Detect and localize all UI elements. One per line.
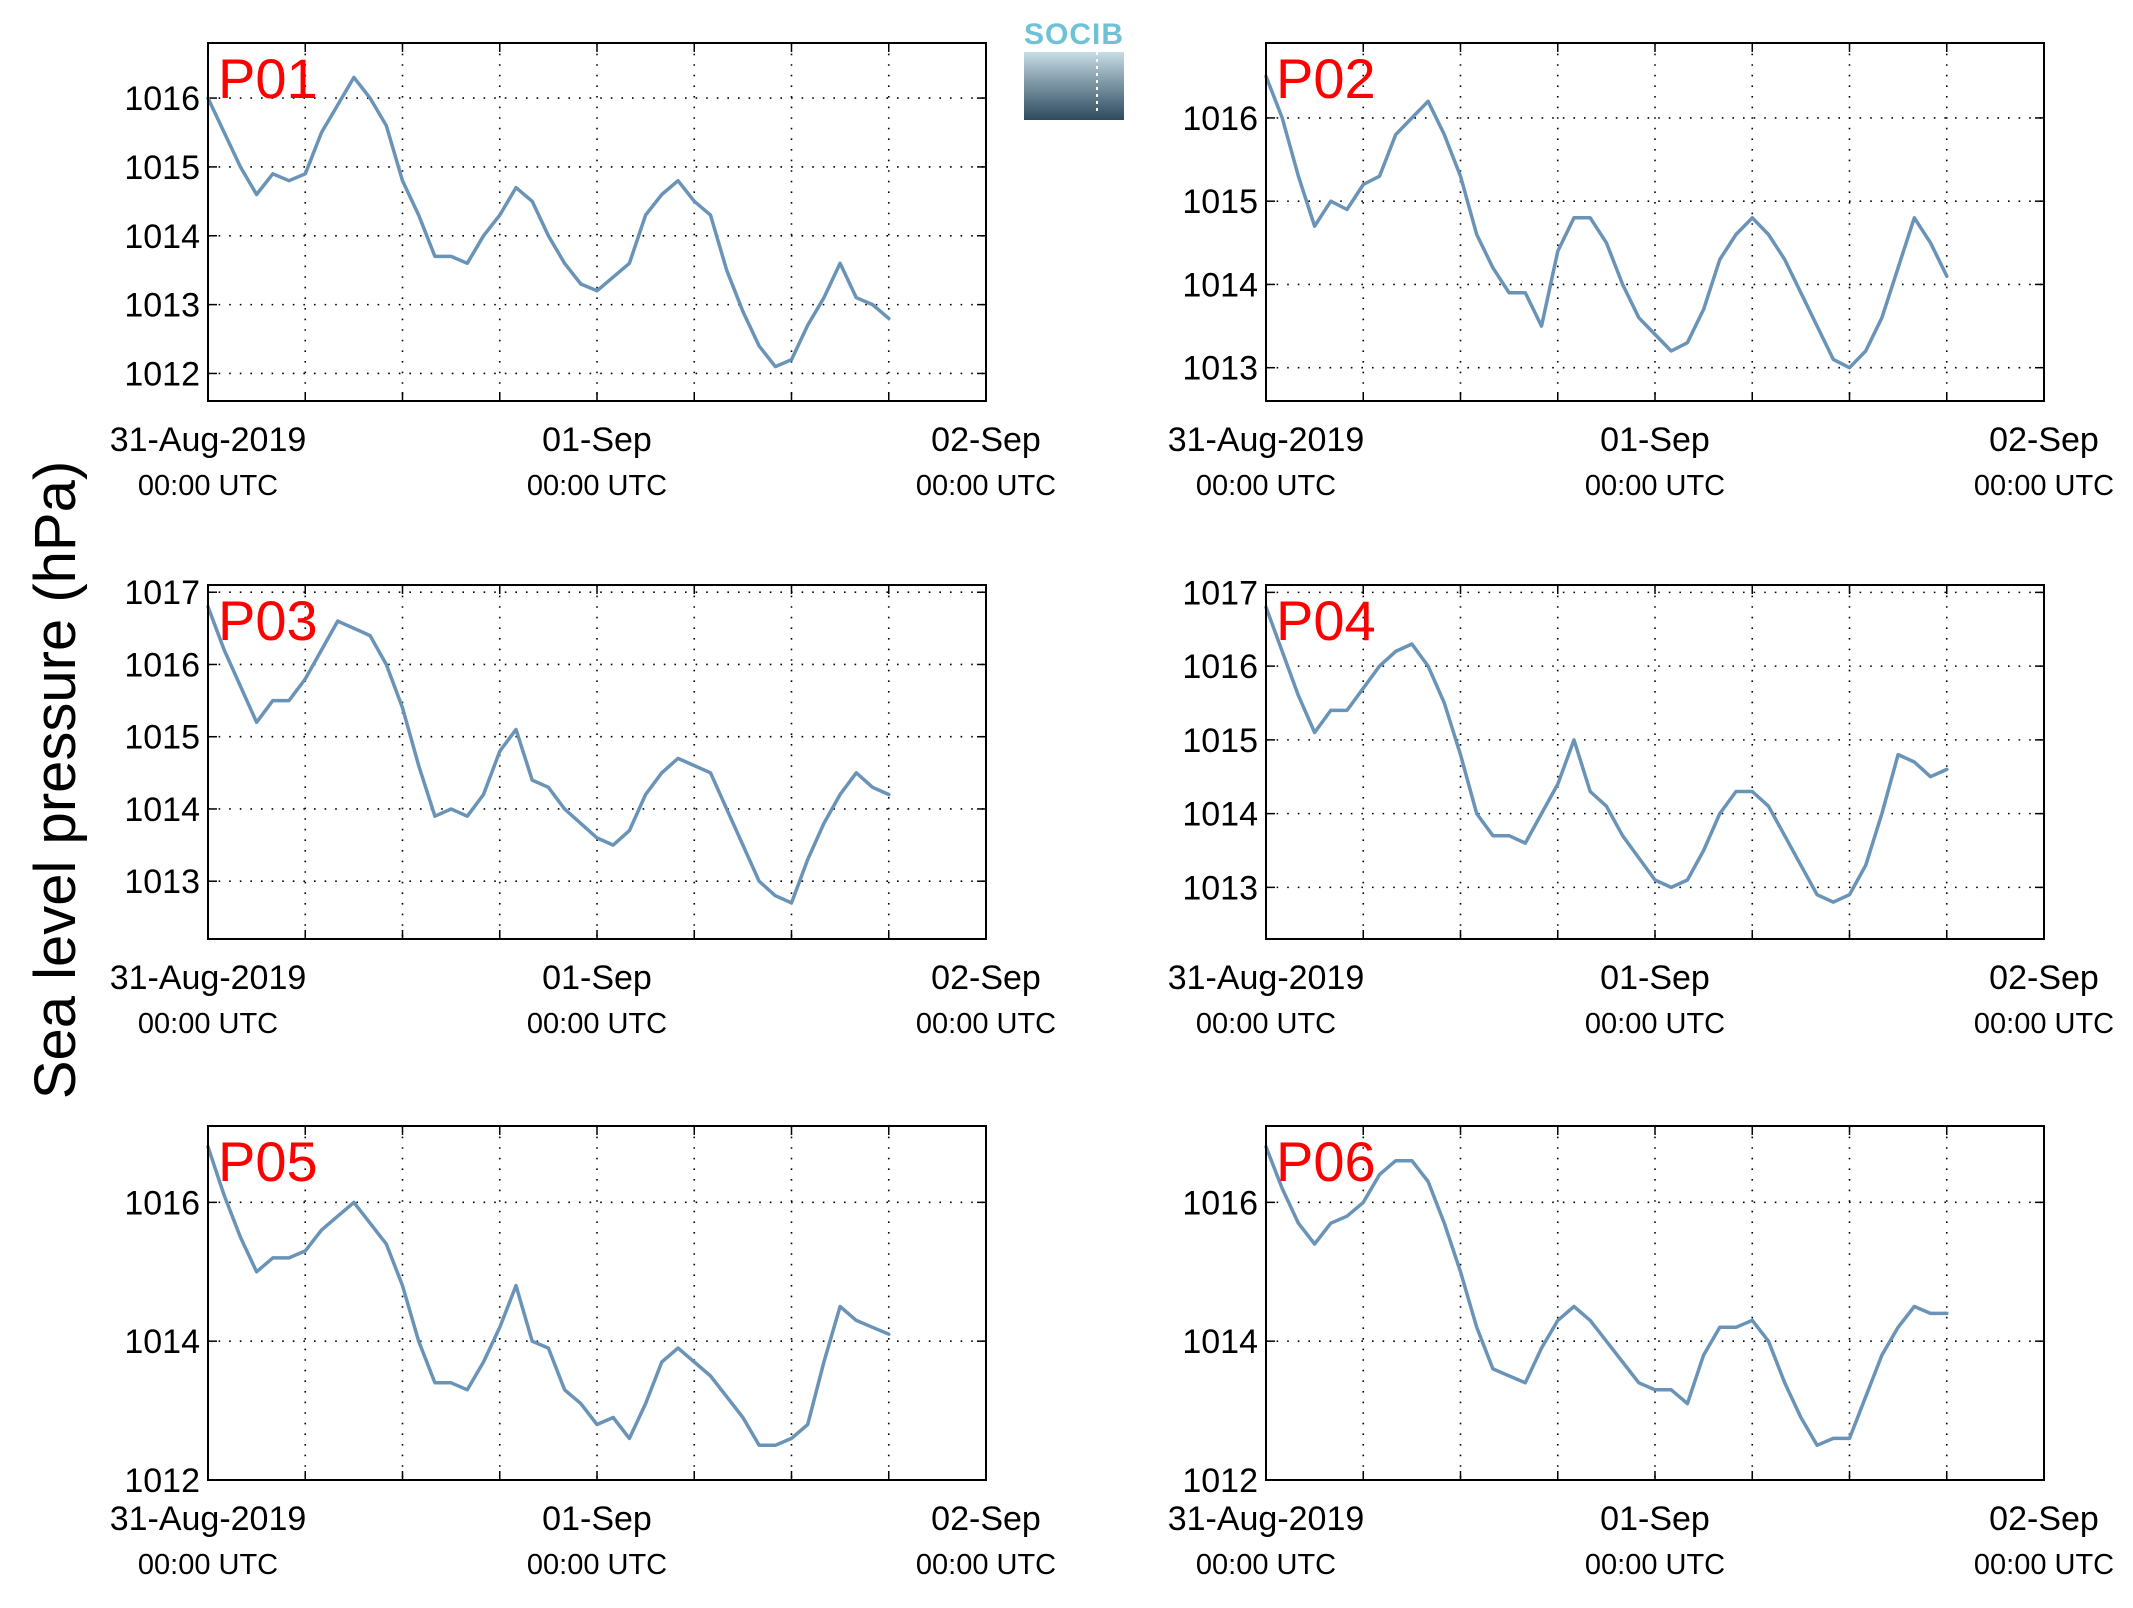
logo-text: SOCIB [1024, 18, 1124, 51]
y-tick-label: 1014 [124, 218, 200, 256]
x-tick-time-label: 00:00 UTC [916, 1008, 1056, 1040]
x-tick-date-label: 02-Sep [931, 421, 1041, 459]
y-tick-label: 1016 [124, 646, 200, 684]
x-tick-time-label: 00:00 UTC [138, 1008, 278, 1040]
panel-label: P02 [1276, 47, 1376, 110]
y-tick-label: 1015 [124, 149, 200, 187]
x-tick-time-label: 00:00 UTC [1974, 470, 2114, 502]
x-tick-time-label: 00:00 UTC [138, 1549, 278, 1581]
series-line [1264, 605, 1949, 904]
y-tick-label: 1014 [1182, 266, 1258, 304]
series-line [1264, 74, 1949, 370]
series-line [1264, 1145, 1949, 1448]
y-tick-label: 1015 [1182, 722, 1258, 760]
logo-gradient-block [1024, 52, 1124, 120]
y-tick-label: 1014 [1182, 796, 1258, 834]
x-tick-date-label: 01-Sep [1600, 959, 1710, 997]
axes-frame [207, 584, 987, 940]
x-tick-time-label: 00:00 UTC [1196, 1549, 1336, 1581]
axes-frame [207, 1125, 987, 1481]
x-tick-time-label: 00:00 UTC [138, 470, 278, 502]
x-tick-time-label: 00:00 UTC [1974, 1549, 2114, 1581]
x-tick-time-label: 00:00 UTC [1585, 1549, 1725, 1581]
panel-label: P03 [218, 589, 318, 652]
y-tick-label: 1012 [124, 1462, 200, 1500]
axes-frame [1265, 42, 2045, 402]
panel-label: P05 [218, 1130, 318, 1193]
x-tick-date-label: 01-Sep [1600, 421, 1710, 459]
y-tick-label: 1012 [1182, 1462, 1258, 1500]
x-tick-date-label: 31-Aug-2019 [110, 959, 307, 997]
panel-label: P04 [1276, 589, 1376, 652]
y-tick-label: 1016 [1182, 100, 1258, 138]
x-tick-date-label: 01-Sep [1600, 1500, 1710, 1538]
chart-panel-p02: 1013 1014 1015 1016 31-Aug-2019 00:00 UTC 01-S… [1168, 42, 2114, 502]
y-tick-label: 1013 [1182, 869, 1258, 907]
x-tick-time-label: 00:00 UTC [916, 470, 1056, 502]
panel-label: P06 [1276, 1130, 1376, 1193]
y-tick-label: 1013 [124, 287, 200, 325]
y-tick-label: 1016 [1182, 648, 1258, 686]
x-tick-date-label: 01-Sep [542, 421, 652, 459]
x-tick-time-label: 00:00 UTC [527, 1008, 667, 1040]
chart-panel-p01: 1012 1013 1014 1015 1016 31-Aug-2019 00:00 UTC… [110, 42, 1056, 502]
chart-panels: 1012 1013 1014 1015 1016 31-Aug-2019 00:00 UTC… [110, 42, 2114, 1581]
y-tick-label: 1016 [124, 1184, 200, 1222]
x-tick-time-label: 00:00 UTC [527, 470, 667, 502]
x-tick-date-label: 31-Aug-2019 [1168, 421, 1365, 459]
x-tick-date-label: 02-Sep [1989, 1500, 2099, 1538]
x-tick-time-label: 00:00 UTC [1196, 1008, 1336, 1040]
y-tick-label: 1016 [1182, 1184, 1258, 1222]
x-tick-date-label: 31-Aug-2019 [110, 1500, 307, 1538]
series-line [206, 604, 891, 905]
chart-panel-p06: 1012 1014 1016 31-Aug-2019 00:00 UTC 01-Sep 00… [1168, 1125, 2114, 1581]
y-tick-label: 1017 [124, 574, 200, 612]
y-tick-label: 1012 [124, 355, 200, 393]
axes-frame [1265, 1125, 2045, 1481]
x-tick-date-label: 02-Sep [1989, 421, 2099, 459]
chart-panel-p03: 1013 1014 1015 1016 1017 31-Aug-2019 00:00 UTC… [110, 574, 1056, 1040]
panel-label: P01 [218, 47, 318, 110]
y-axis-label: Sea level pressure (hPa) [23, 461, 88, 1099]
socib-logo: SOCIB [1024, 18, 1124, 120]
y-tick-label: 1014 [1182, 1323, 1258, 1361]
y-tick-label: 1013 [1182, 350, 1258, 388]
x-tick-time-label: 00:00 UTC [1196, 470, 1336, 502]
y-tick-label: 1015 [124, 719, 200, 757]
y-tick-label: 1015 [1182, 183, 1258, 221]
x-tick-date-label: 31-Aug-2019 [1168, 959, 1365, 997]
axes-frame [1265, 584, 2045, 940]
chart-panel-p04: 1013 1014 1015 1016 1017 31-Aug-2019 00:00 UTC… [1168, 574, 2114, 1040]
x-tick-date-label: 01-Sep [542, 1500, 652, 1538]
y-tick-label: 1016 [124, 80, 200, 118]
x-tick-time-label: 00:00 UTC [1585, 470, 1725, 502]
x-tick-date-label: 02-Sep [931, 959, 1041, 997]
x-tick-time-label: 00:00 UTC [527, 1549, 667, 1581]
series-line [206, 75, 891, 369]
y-tick-label: 1014 [124, 791, 200, 829]
x-tick-date-label: 02-Sep [931, 1500, 1041, 1538]
x-tick-time-label: 00:00 UTC [1585, 1008, 1725, 1040]
x-tick-date-label: 01-Sep [542, 959, 652, 997]
y-tick-label: 1014 [124, 1323, 200, 1361]
axes-frame [207, 42, 987, 402]
x-tick-date-label: 31-Aug-2019 [110, 421, 307, 459]
x-tick-date-label: 02-Sep [1989, 959, 2099, 997]
y-tick-label: 1013 [124, 863, 200, 901]
x-tick-date-label: 31-Aug-2019 [1168, 1500, 1365, 1538]
y-tick-label: 1017 [1182, 574, 1258, 612]
chart-panel-p05: 1012 1014 1016 31-Aug-2019 00:00 UTC 01-Sep 00… [110, 1125, 1056, 1581]
series-line [206, 1145, 891, 1448]
x-tick-time-label: 00:00 UTC [916, 1549, 1056, 1581]
x-tick-time-label: 00:00 UTC [1974, 1008, 2114, 1040]
